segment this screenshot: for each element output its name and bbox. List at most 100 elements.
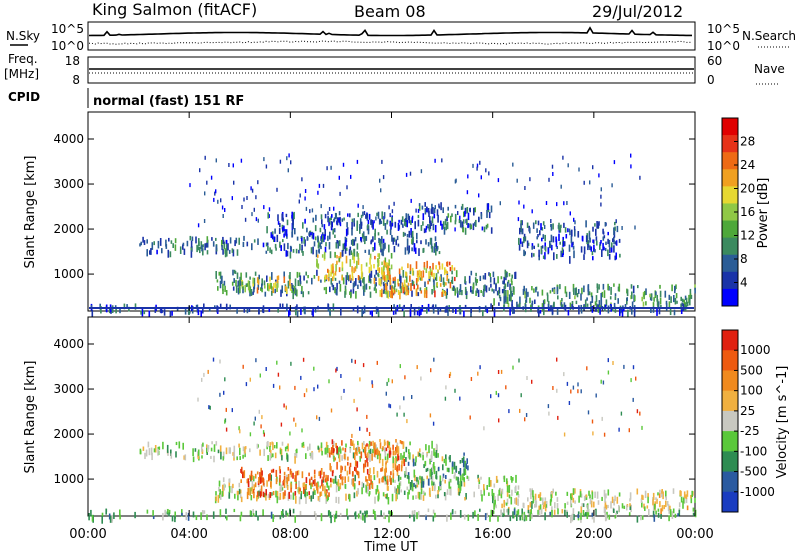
echo-mark: [379, 290, 382, 295]
colorbar-tick-label: 4: [740, 276, 748, 290]
echo-mark: [232, 452, 234, 456]
echo-mark: [148, 310, 151, 318]
echo-mark: [379, 218, 381, 223]
echo-mark: [246, 309, 249, 314]
echo-mark: [407, 475, 409, 479]
echo-mark: [537, 291, 539, 297]
echo-mark: [168, 509, 171, 514]
echo-mark: [418, 491, 421, 500]
echo-mark: [429, 220, 432, 225]
sparse-echo-mark: [615, 219, 617, 224]
echo-mark: [446, 262, 448, 267]
echo-mark: [474, 277, 477, 283]
echo-mark: [330, 226, 333, 231]
echo-mark: [412, 236, 414, 242]
echo-mark: [556, 286, 559, 295]
echo-mark: [595, 508, 597, 516]
echo-mark: [392, 277, 395, 282]
echo-mark: [365, 235, 368, 241]
echo-mark: [413, 284, 415, 290]
echo-mark: [393, 285, 396, 293]
echo-mark: [247, 478, 249, 482]
echo-mark: [321, 254, 324, 258]
echo-mark: [335, 242, 338, 249]
echo-mark: [531, 286, 533, 291]
echo-mark: [531, 245, 533, 250]
echo-mark: [508, 494, 511, 499]
echo-mark: [394, 458, 396, 465]
sparse-echo-mark: [425, 225, 428, 230]
echo-mark: [429, 237, 432, 245]
echo-mark: [424, 281, 426, 288]
echo-mark: [381, 291, 383, 298]
echo-mark: [486, 223, 489, 228]
echo-mark: [331, 283, 334, 287]
echo-mark: [573, 514, 575, 521]
echo-mark: [364, 460, 367, 468]
echo-mark: [391, 216, 393, 224]
echo-mark: [311, 231, 314, 239]
echo-mark: [304, 306, 306, 315]
echo-mark: [225, 303, 228, 311]
echo-mark: [282, 239, 284, 243]
echo-mark: [441, 456, 444, 462]
echo-mark: [299, 488, 301, 492]
echo-mark: [553, 301, 555, 309]
sparse-echo-mark: [223, 390, 225, 395]
sparse-echo-mark: [305, 206, 308, 211]
echo-mark: [631, 291, 633, 299]
echo-mark: [352, 308, 355, 312]
echo-mark: [361, 233, 364, 239]
sparse-echo-mark: [410, 198, 412, 203]
echo-mark: [521, 508, 523, 517]
echo-mark: [325, 441, 328, 448]
echo-mark: [232, 269, 234, 276]
echo-mark: [359, 224, 361, 231]
echo-mark: [604, 304, 606, 308]
echo-mark: [595, 303, 598, 311]
echo-mark: [364, 454, 367, 458]
echo-mark: [422, 248, 424, 253]
sparse-echo-mark: [434, 205, 436, 210]
echo-mark: [424, 202, 426, 207]
echo-mark: [578, 310, 580, 315]
echo-mark: [539, 492, 542, 496]
echo-mark: [500, 491, 503, 499]
colorbar-tick-label: 1000: [740, 343, 771, 357]
sparse-echo-mark: [393, 201, 395, 206]
echo-mark: [473, 207, 475, 216]
echo-mark: [446, 272, 449, 278]
echo-mark: [402, 270, 405, 278]
echo-mark: [423, 265, 426, 270]
sparse-echo-mark: [454, 227, 456, 232]
echo-mark: [435, 494, 437, 499]
echo-mark: [405, 457, 407, 462]
sparse-echo-mark: [342, 162, 345, 167]
echo-mark: [336, 260, 338, 265]
echo-mark: [493, 289, 495, 294]
echo-mark: [580, 506, 583, 514]
sparse-echo-mark: [318, 183, 321, 188]
echo-mark: [292, 492, 295, 500]
sparse-echo-mark: [305, 388, 308, 393]
echo-mark: [339, 284, 342, 292]
echo-mark: [431, 481, 433, 486]
echo-mark: [415, 479, 418, 486]
echo-mark: [359, 456, 361, 462]
echo-mark: [395, 239, 397, 246]
echo-mark: [324, 485, 326, 494]
echo-mark: [504, 269, 507, 275]
echo-mark: [324, 275, 327, 280]
echo-mark: [295, 248, 298, 254]
echo-mark: [475, 272, 477, 277]
echo-mark: [333, 441, 335, 447]
echo-mark: [501, 503, 503, 509]
echo-mark: [422, 495, 425, 501]
echo-mark: [458, 218, 461, 224]
echo-mark: [607, 305, 610, 314]
echo-mark: [384, 494, 387, 498]
echo-mark: [392, 476, 394, 483]
echo-mark: [544, 246, 547, 252]
echo-mark: [338, 267, 341, 273]
